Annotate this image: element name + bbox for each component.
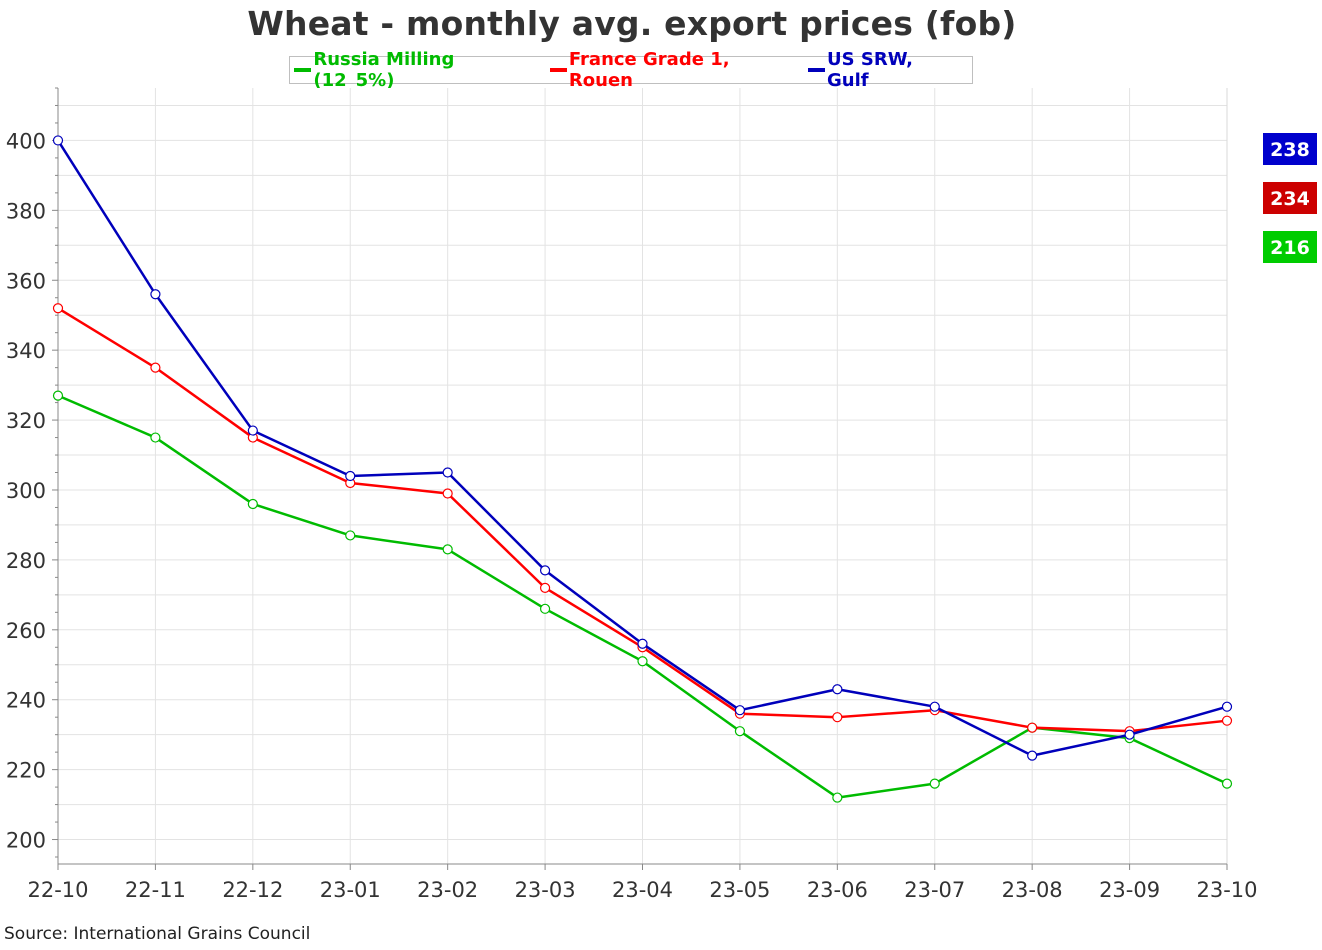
data-point-russia (150, 432, 161, 443)
y-tick-label: 280 (6, 549, 46, 573)
chart-title: Wheat - monthly avg. export prices (fob) (247, 4, 1017, 43)
source-note: Source: International Grains Council (4, 924, 311, 944)
y-tick-label: 260 (6, 619, 46, 643)
y-tick-label: 400 (6, 129, 46, 153)
data-point-us (1221, 701, 1233, 712)
data-point-france (1027, 722, 1038, 733)
legend-label-russia: Russia Milling (12_5%) (313, 49, 455, 91)
legend-swatch-russia (294, 68, 312, 72)
y-tick-label: 380 (6, 199, 46, 223)
data-point-russia (52, 390, 64, 401)
legend-label-us: US SRW, Gulf (827, 49, 913, 91)
legend-label-france: France Grade 1, Rouen (568, 49, 730, 91)
x-tick-label: 22-12 (222, 878, 283, 902)
x-tick-label: 23-09 (1099, 878, 1160, 902)
data-point-us (637, 638, 648, 649)
chart-legend: Russia Milling (12_5%) France Grade 1, R… (289, 49, 973, 91)
data-point-us (1124, 729, 1135, 740)
value-badge-russia (1263, 231, 1317, 263)
data-point-us (247, 425, 258, 436)
data-point-us (1027, 750, 1038, 761)
y-tick-label: 340 (6, 339, 46, 363)
legend-swatch-us (807, 68, 826, 72)
data-point-russia (539, 603, 551, 614)
x-tick-label: 22-10 (27, 878, 88, 902)
data-point-us (52, 135, 64, 146)
value-badge-label-russia: 216 (1270, 237, 1310, 259)
data-point-france (539, 582, 551, 593)
value-badge-label-france: 234 (1270, 188, 1310, 210)
x-tick-label: 23-01 (320, 878, 381, 902)
data-point-france (1221, 715, 1233, 726)
x-tick-label: 22-11 (125, 878, 186, 902)
y-tick-label: 220 (6, 759, 46, 783)
data-point-us (832, 684, 843, 695)
data-point-russia (637, 656, 648, 667)
data-point-russia (247, 498, 258, 510)
legend-item-us[interactable]: US SRW, Gulf (807, 49, 956, 91)
y-tick-label: 300 (6, 479, 46, 503)
data-point-russia (345, 530, 356, 541)
data-point-us (929, 701, 940, 712)
x-tick-label: 23-03 (515, 878, 576, 902)
y-tick-label: 360 (6, 269, 46, 293)
x-tick-label: 23-06 (807, 878, 868, 902)
y-tick-label: 200 (6, 829, 46, 853)
data-point-russia (734, 726, 746, 737)
y-tick-label: 240 (6, 689, 46, 713)
x-tick-label: 23-04 (612, 878, 673, 902)
data-point-us (345, 470, 356, 482)
data-point-france (442, 488, 453, 499)
data-point-france (52, 303, 64, 314)
data-point-us (150, 289, 161, 300)
data-point-us (442, 467, 453, 478)
data-point-france (150, 362, 161, 373)
x-tick-label: 23-05 (709, 878, 770, 902)
y-tick-label: 320 (6, 409, 46, 433)
legend-swatch-france (549, 68, 567, 72)
value-badge-us (1263, 133, 1317, 165)
x-tick-label: 23-02 (417, 878, 478, 902)
data-point-us (539, 565, 551, 576)
data-point-russia (442, 544, 453, 555)
value-badge-france (1263, 182, 1317, 214)
data-point-russia (1221, 778, 1233, 789)
data-point-us (734, 705, 746, 716)
data-point-russia (929, 778, 940, 789)
x-tick-label: 23-07 (904, 878, 965, 902)
data-point-russia (832, 792, 843, 803)
legend-item-france[interactable]: France Grade 1, Rouen (549, 49, 792, 91)
legend-item-russia[interactable]: Russia Milling (12_5%) (294, 49, 534, 91)
value-badge-label-us: 238 (1270, 139, 1310, 161)
data-point-france (832, 712, 843, 723)
x-tick-label: 23-10 (1196, 878, 1257, 902)
x-tick-label: 23-08 (1002, 878, 1063, 902)
